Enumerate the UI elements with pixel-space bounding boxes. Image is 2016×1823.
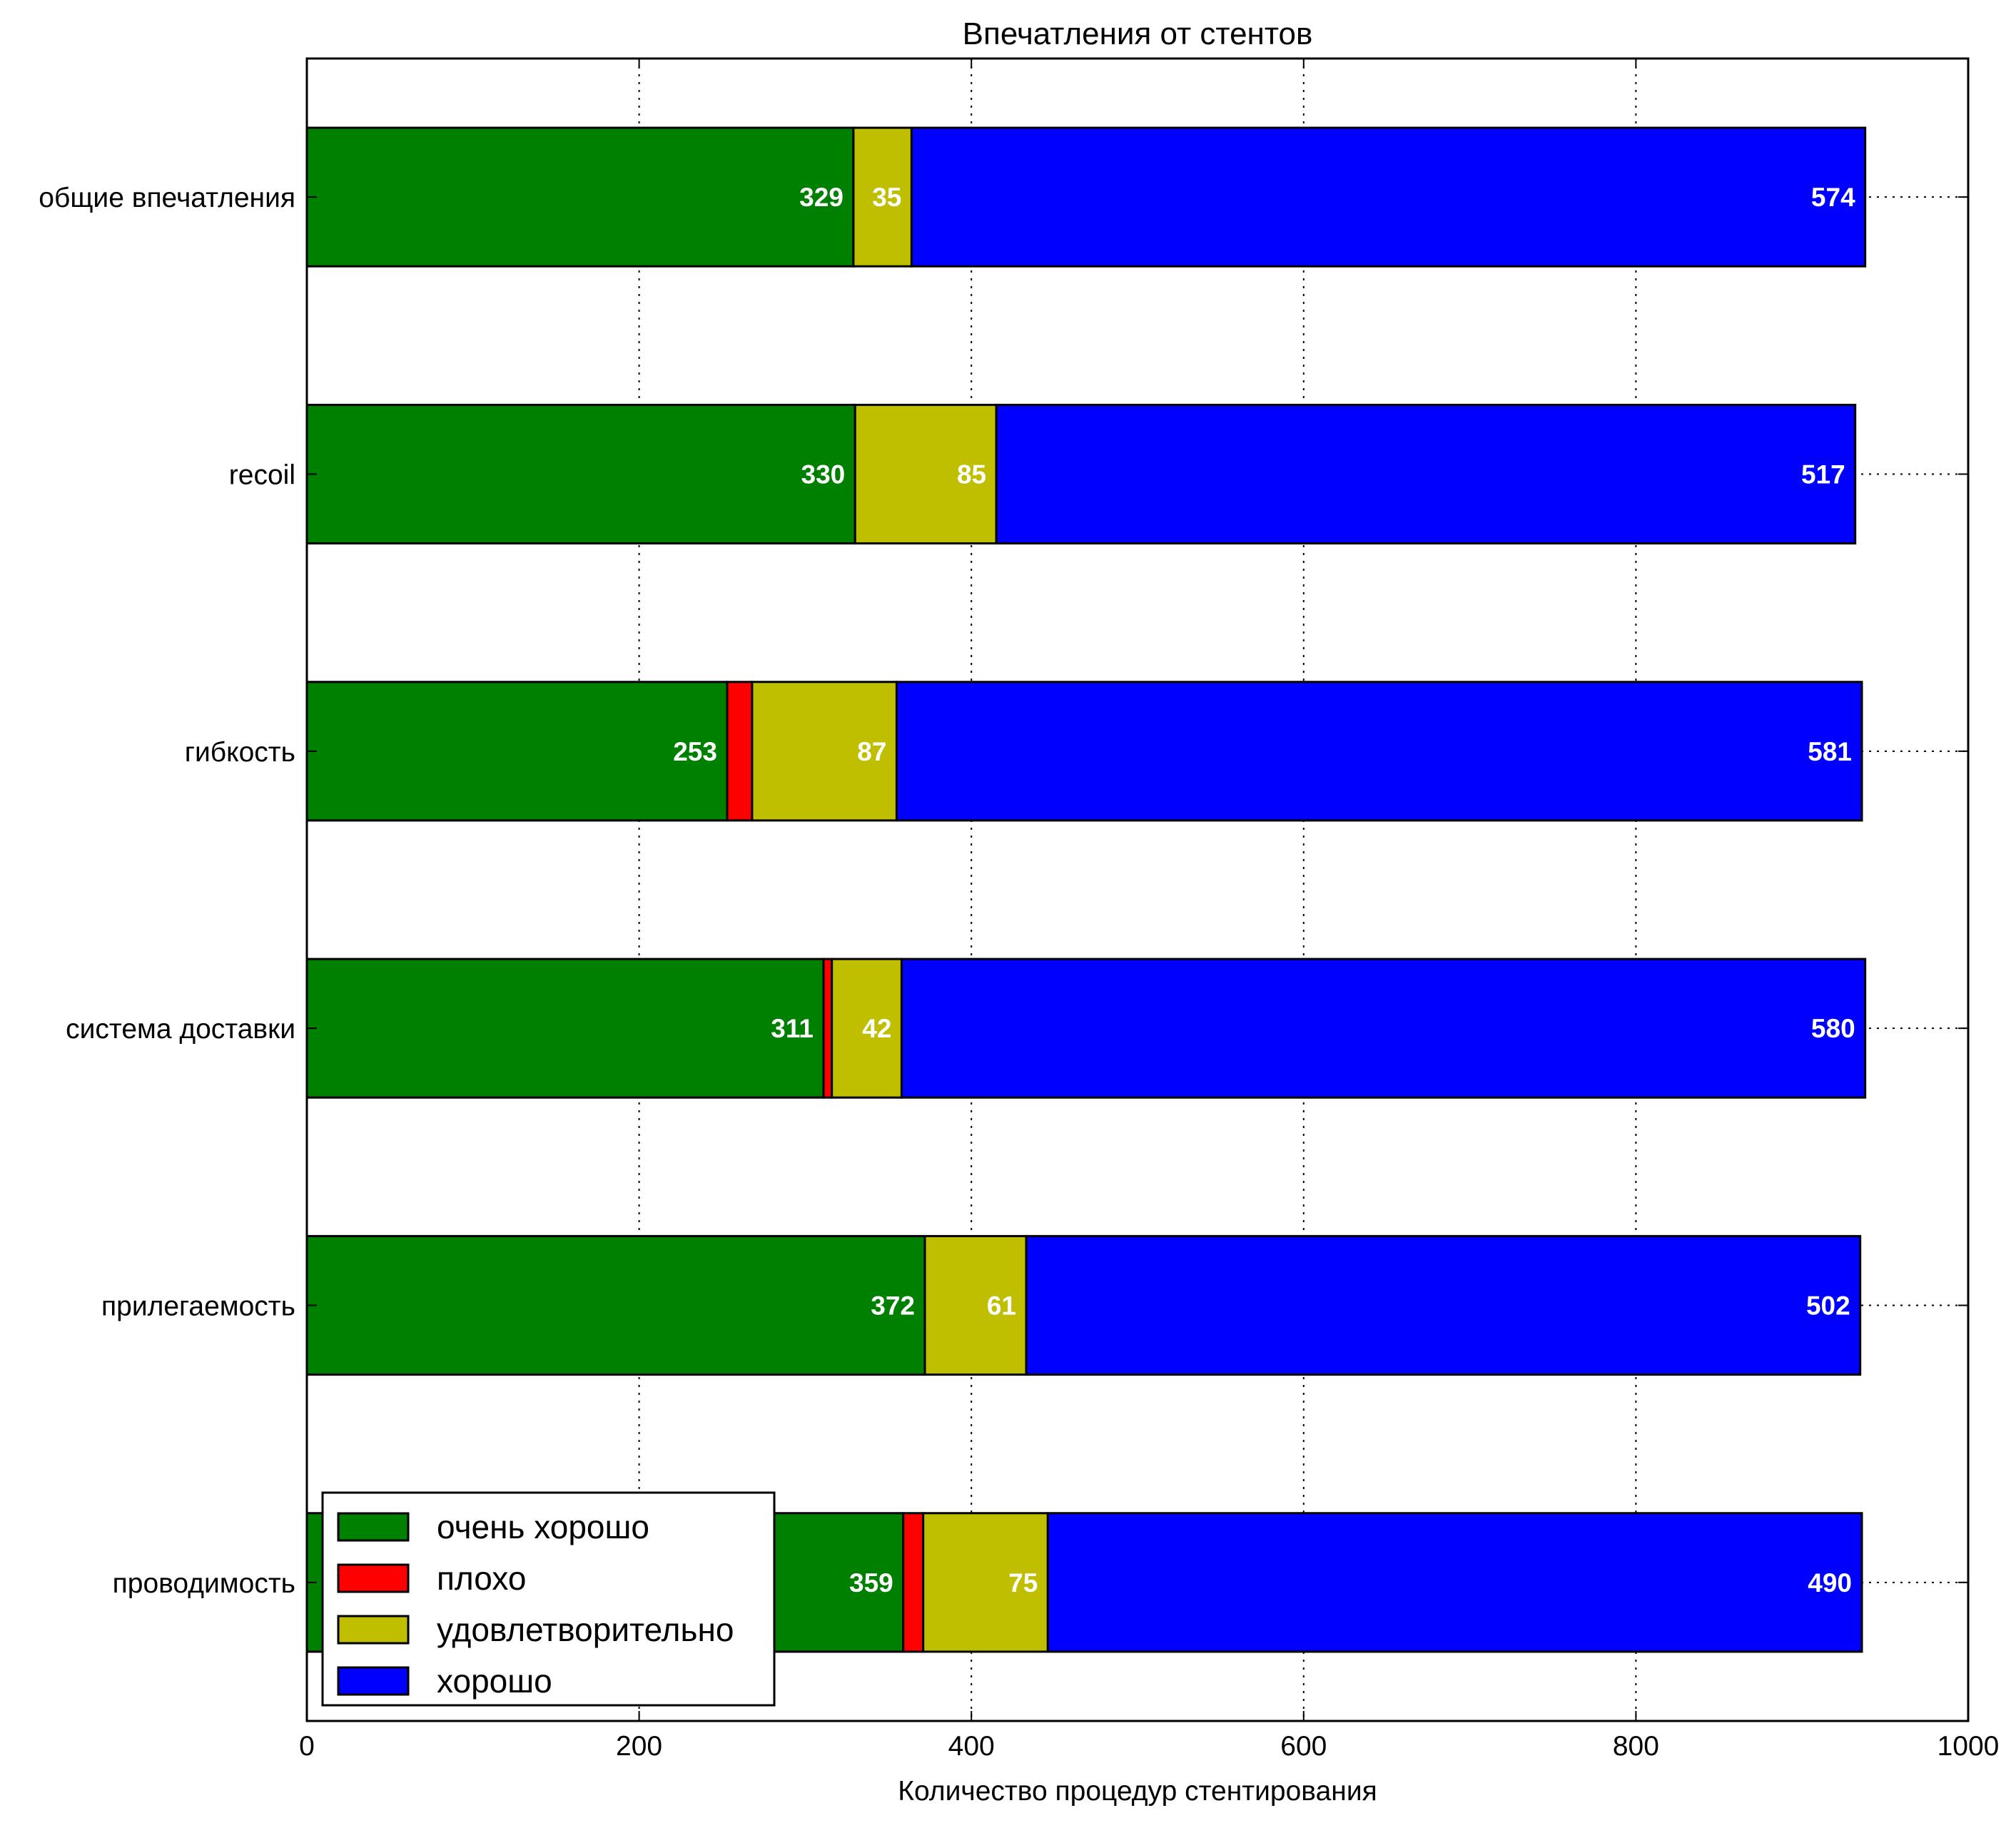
value-label: 61 (987, 1291, 1016, 1321)
legend-swatch (337, 1666, 410, 1696)
bar-segment (1025, 1234, 1862, 1376)
value-label: 75 (1008, 1568, 1038, 1598)
axis-ticks: 0 200 400 600 800 1000 (299, 59, 1999, 1762)
value-label: 253 (673, 737, 717, 766)
bar-segment (305, 681, 729, 822)
bar-segment (922, 1512, 1049, 1653)
value-label: 35 (872, 183, 901, 212)
bar-segment (900, 958, 1867, 1099)
value-labels: 329 35 574 330 85 517 253 87 581 311 42 580 372 61 502… (673, 183, 1855, 1598)
bar-segment (1046, 1512, 1863, 1653)
value-label: 502 (1806, 1291, 1850, 1321)
bar-segment (995, 403, 1857, 545)
category-labels: общие впечатления recoil гибкость система д… (39, 183, 295, 1599)
x-tick-label: 1000 (1938, 1731, 2000, 1762)
bar-segment (726, 681, 754, 822)
x-tick-label: 200 (616, 1731, 662, 1762)
value-label: 517 (1801, 460, 1845, 489)
value-label: 85 (957, 460, 986, 489)
category-label: recoil (229, 460, 295, 491)
value-label: 87 (857, 737, 886, 766)
value-label: 359 (849, 1568, 893, 1598)
value-label: 581 (1808, 737, 1852, 766)
bar-segment (910, 126, 1867, 268)
bar-segment (305, 403, 856, 545)
x-tick-label: 800 (1613, 1731, 1659, 1762)
bar-segment (822, 958, 834, 1099)
chart-title: Впечатления от стентов (963, 16, 1313, 51)
bars (305, 126, 1867, 1653)
category-label: прилегаемость (101, 1291, 295, 1322)
value-label: 372 (871, 1291, 915, 1321)
legend-label: очень хорошо (437, 1508, 649, 1545)
bar-segment (853, 403, 998, 545)
category-label: проводимость (113, 1568, 295, 1599)
legend-label: удовлетворительно (437, 1611, 734, 1648)
value-label: 329 (799, 183, 844, 212)
x-tick-label: 600 (1280, 1731, 1327, 1762)
x-axis-label: Количество процедур стентирования (898, 1776, 1377, 1807)
x-tick-label: 0 (299, 1731, 315, 1762)
value-label: 330 (801, 460, 846, 489)
value-label: 311 (771, 1014, 814, 1043)
legend-swatch (337, 1512, 410, 1542)
value-label: 574 (1811, 183, 1855, 212)
bar-segment (902, 1512, 925, 1653)
value-label: 42 (862, 1014, 891, 1043)
bar-segment (305, 126, 855, 268)
bar-segment (831, 958, 903, 1099)
category-label: общие впечатления (39, 183, 295, 213)
bar-segment (305, 958, 825, 1099)
value-label: 490 (1808, 1568, 1852, 1598)
legend-swatch (337, 1615, 410, 1645)
category-label: гибкость (185, 737, 295, 768)
legend-swatch (337, 1563, 410, 1593)
legend: очень хорошо плохо удовлетворительно хорошо (321, 1491, 776, 1707)
x-tick-label: 400 (948, 1731, 995, 1762)
legend-label: плохо (437, 1560, 526, 1597)
bar-segment (751, 681, 898, 822)
bar-segment (895, 681, 1863, 822)
legend-label: хорошо (437, 1662, 552, 1700)
category-label: система доставки (66, 1014, 295, 1045)
plot-frame (305, 57, 1970, 1722)
grid-lines (307, 59, 1968, 1721)
bar-segment (305, 1234, 926, 1376)
value-label: 580 (1811, 1014, 1855, 1043)
